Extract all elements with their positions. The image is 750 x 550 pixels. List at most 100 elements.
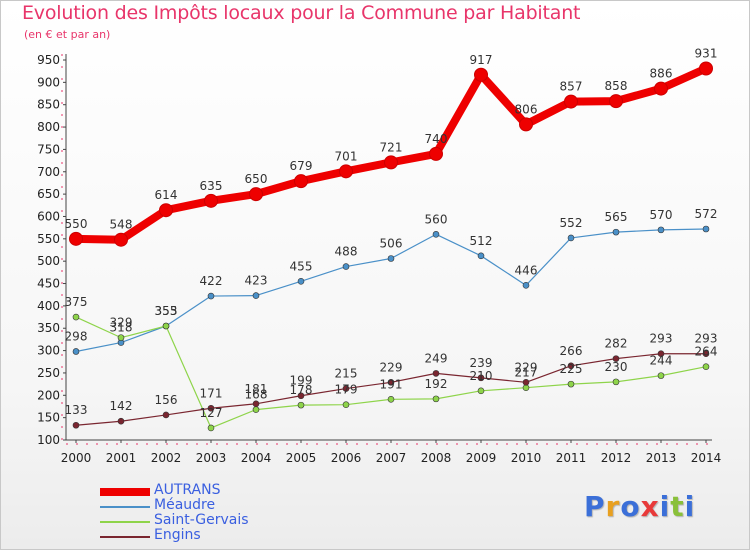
x-tick-label: 2006 bbox=[331, 451, 362, 465]
data-point bbox=[432, 395, 440, 403]
data-label: 560 bbox=[425, 212, 448, 226]
data-point bbox=[477, 387, 485, 395]
data-point bbox=[387, 255, 395, 262]
data-label: 701 bbox=[335, 149, 358, 163]
data-point bbox=[654, 81, 668, 96]
data-label: 506 bbox=[380, 236, 403, 250]
data-label: 548 bbox=[110, 218, 133, 232]
data-point bbox=[477, 252, 485, 260]
y-tick-label: 150 bbox=[37, 411, 60, 425]
data-label: 217 bbox=[515, 366, 538, 380]
data-point bbox=[207, 292, 215, 300]
data-label: 127 bbox=[200, 406, 223, 420]
data-label: 142 bbox=[110, 399, 133, 413]
data-point bbox=[72, 348, 80, 355]
data-label: 181 bbox=[245, 382, 268, 396]
data-label: 721 bbox=[380, 140, 403, 154]
y-tick-label: 500 bbox=[37, 254, 60, 268]
y-tick-label: 650 bbox=[37, 187, 60, 201]
data-label: 572 bbox=[695, 207, 718, 221]
data-label: 858 bbox=[605, 79, 628, 93]
data-point bbox=[612, 355, 620, 362]
data-label: 857 bbox=[560, 80, 583, 94]
data-point bbox=[384, 155, 398, 170]
y-tick-label: 100 bbox=[37, 433, 60, 447]
legend-item: AUTRANS bbox=[100, 482, 350, 500]
x-tick-label: 2001 bbox=[106, 451, 137, 465]
data-point bbox=[252, 406, 260, 413]
legend-label: AUTRANS bbox=[154, 482, 221, 498]
data-point bbox=[249, 187, 263, 202]
data-point bbox=[72, 313, 80, 321]
data-label: 422 bbox=[200, 274, 223, 288]
data-label: 229 bbox=[380, 360, 403, 374]
y-tick-label: 850 bbox=[37, 98, 60, 112]
data-point bbox=[114, 232, 128, 247]
data-point bbox=[699, 61, 713, 76]
x-tick-label: 2014 bbox=[691, 451, 722, 465]
data-point bbox=[339, 164, 353, 179]
data-label: 512 bbox=[470, 234, 493, 248]
data-point bbox=[432, 370, 440, 377]
data-point bbox=[519, 117, 533, 132]
logo-letter: P bbox=[584, 490, 606, 523]
data-point bbox=[522, 379, 530, 386]
data-label: 318 bbox=[110, 321, 133, 335]
y-tick-label: 350 bbox=[37, 321, 60, 335]
data-label: 249 bbox=[425, 351, 448, 365]
data-point bbox=[564, 94, 578, 109]
data-point bbox=[207, 404, 215, 412]
data-point bbox=[162, 411, 170, 419]
data-point bbox=[702, 350, 710, 358]
data-label: 886 bbox=[650, 67, 673, 81]
x-tick-label: 2009 bbox=[466, 451, 497, 465]
data-label: 192 bbox=[425, 377, 448, 391]
data-label: 225 bbox=[560, 362, 583, 376]
data-point bbox=[117, 417, 125, 425]
data-label: 375 bbox=[65, 295, 88, 309]
y-tick-label: 900 bbox=[37, 75, 60, 89]
y-tick-label: 750 bbox=[37, 142, 60, 156]
data-label: 293 bbox=[695, 332, 718, 346]
y-tick-label: 400 bbox=[37, 299, 60, 313]
legend-label: Engins bbox=[154, 527, 201, 543]
data-label: 210 bbox=[470, 369, 493, 383]
data-label: 244 bbox=[650, 354, 673, 368]
data-point bbox=[297, 401, 305, 409]
legend-swatch bbox=[100, 506, 150, 508]
data-point bbox=[474, 67, 488, 82]
data-label: 488 bbox=[335, 245, 358, 259]
data-label: 239 bbox=[470, 356, 493, 370]
data-point bbox=[204, 193, 218, 208]
data-label: 570 bbox=[650, 208, 673, 222]
y-tick-label: 600 bbox=[37, 209, 60, 223]
y-tick-label: 700 bbox=[37, 165, 60, 179]
data-point bbox=[294, 174, 308, 189]
data-label: 550 bbox=[65, 217, 88, 231]
data-point bbox=[612, 378, 620, 386]
legend-label: Méaudre bbox=[154, 497, 216, 513]
data-label: 614 bbox=[155, 188, 178, 202]
x-tick-label: 2008 bbox=[421, 451, 452, 465]
data-label: 679 bbox=[290, 159, 313, 173]
data-label: 199 bbox=[290, 374, 313, 388]
data-point bbox=[657, 372, 665, 379]
data-point bbox=[342, 385, 350, 392]
chart-subtitle: (en € et par an) bbox=[24, 28, 111, 41]
y-tick-label: 800 bbox=[37, 120, 60, 134]
legend-item: Méaudre bbox=[100, 497, 350, 515]
chart-title: Evolution des Impôts locaux pour la Comm… bbox=[22, 2, 581, 24]
y-tick-label: 200 bbox=[37, 388, 60, 402]
data-label: 293 bbox=[650, 332, 673, 346]
data-point bbox=[432, 231, 440, 238]
data-point bbox=[522, 282, 530, 289]
data-label: 229 bbox=[515, 360, 538, 374]
data-label: 931 bbox=[695, 46, 718, 60]
data-label: 168 bbox=[245, 388, 268, 402]
data-point bbox=[702, 363, 710, 370]
data-point bbox=[567, 362, 575, 370]
data-label: 230 bbox=[605, 360, 628, 374]
data-label: 298 bbox=[65, 329, 88, 343]
data-point bbox=[72, 421, 80, 429]
